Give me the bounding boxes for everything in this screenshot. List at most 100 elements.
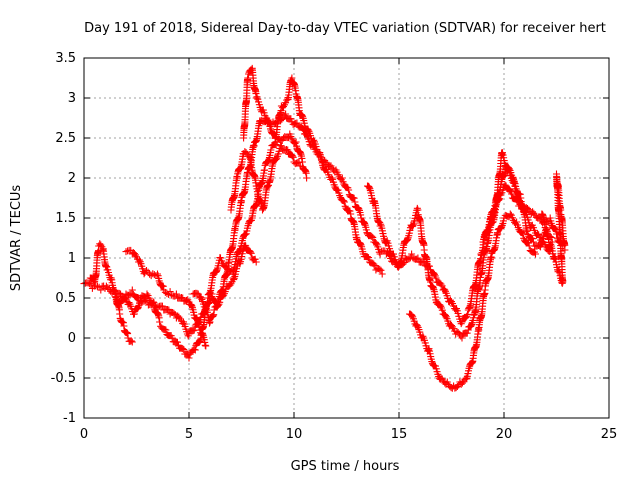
data-point — [197, 334, 205, 342]
data-point — [355, 205, 363, 213]
data-point — [289, 153, 297, 161]
series-track-2 — [86, 240, 136, 346]
data-point — [135, 256, 143, 264]
data-point — [217, 254, 224, 262]
series-track-6 — [227, 142, 304, 214]
data-point — [511, 178, 518, 186]
data-point — [287, 115, 295, 123]
data-point — [334, 186, 342, 194]
y-tick-label: 2 — [68, 171, 76, 186]
data-point — [242, 242, 250, 250]
x-tick-label: 25 — [601, 427, 618, 442]
data-point — [242, 149, 250, 157]
data-point — [458, 318, 466, 326]
data-point — [464, 310, 472, 318]
data-points — [80, 64, 569, 392]
data-point — [506, 186, 514, 194]
data-point — [499, 217, 507, 225]
data-point — [468, 320, 476, 328]
y-tick-label: 1 — [68, 251, 76, 266]
data-point — [408, 250, 416, 258]
data-point — [170, 309, 178, 317]
data-point — [296, 162, 304, 170]
data-point — [166, 288, 174, 296]
data-point — [288, 152, 296, 160]
data-point — [462, 374, 470, 382]
data-point — [561, 246, 569, 254]
data-point — [548, 238, 556, 246]
data-point — [310, 136, 318, 144]
data-point — [265, 118, 273, 126]
data-point — [191, 346, 199, 354]
data-point — [441, 312, 449, 320]
data-point — [125, 299, 133, 307]
data-point — [468, 359, 476, 367]
data-point — [202, 342, 210, 350]
data-point — [547, 233, 555, 241]
data-point — [122, 248, 130, 256]
data-point — [303, 174, 311, 182]
y-axis-label: SDTVAR / TECUs — [9, 185, 24, 292]
data-point — [438, 306, 446, 314]
data-point — [368, 232, 376, 240]
data-point — [441, 286, 449, 294]
data-point — [246, 248, 254, 256]
data-point — [168, 334, 176, 342]
data-point — [235, 246, 243, 254]
data-point — [377, 266, 385, 274]
y-tick-label: -1 — [63, 411, 76, 426]
data-point — [377, 220, 385, 228]
data-point — [194, 317, 202, 325]
data-point — [338, 174, 346, 182]
data-point — [180, 345, 188, 353]
x-tick-label: 20 — [496, 427, 513, 442]
data-point — [409, 221, 417, 229]
data-point — [498, 150, 506, 158]
data-point — [345, 186, 353, 194]
data-point — [220, 291, 228, 299]
data-point — [193, 315, 201, 323]
data-point — [464, 326, 472, 334]
x-tick-label: 5 — [185, 427, 193, 442]
data-point — [230, 276, 238, 284]
data-point — [179, 345, 187, 353]
data-point — [364, 253, 371, 261]
data-point — [159, 282, 167, 290]
data-point — [86, 280, 94, 288]
data-point — [299, 113, 307, 121]
data-point — [196, 337, 204, 345]
data-point — [162, 326, 170, 334]
data-point — [128, 286, 136, 294]
data-point — [546, 233, 554, 241]
data-point — [506, 210, 514, 218]
series-track-9 — [189, 241, 260, 327]
data-point — [304, 126, 312, 134]
data-point — [467, 322, 475, 330]
data-point — [529, 238, 537, 246]
data-point — [272, 155, 280, 163]
data-point — [518, 229, 526, 237]
x-tick-label: 0 — [80, 427, 88, 442]
data-point — [399, 260, 407, 268]
data-point — [494, 230, 502, 238]
data-point — [452, 306, 460, 314]
data-point — [437, 302, 445, 310]
data-point — [372, 239, 380, 247]
data-point — [154, 270, 161, 278]
data-point — [214, 302, 222, 309]
data-point — [156, 318, 164, 326]
data-point — [158, 302, 166, 310]
data-point — [298, 111, 306, 119]
data-point — [175, 313, 183, 321]
data-point — [172, 290, 180, 298]
data-point — [193, 289, 201, 297]
data-point — [115, 289, 123, 297]
data-point — [168, 291, 176, 299]
y-tick-label: -0.5 — [51, 371, 76, 386]
data-point — [498, 223, 506, 231]
data-point — [356, 240, 364, 248]
data-point — [378, 270, 386, 278]
data-point — [457, 320, 465, 328]
data-point — [252, 94, 260, 102]
